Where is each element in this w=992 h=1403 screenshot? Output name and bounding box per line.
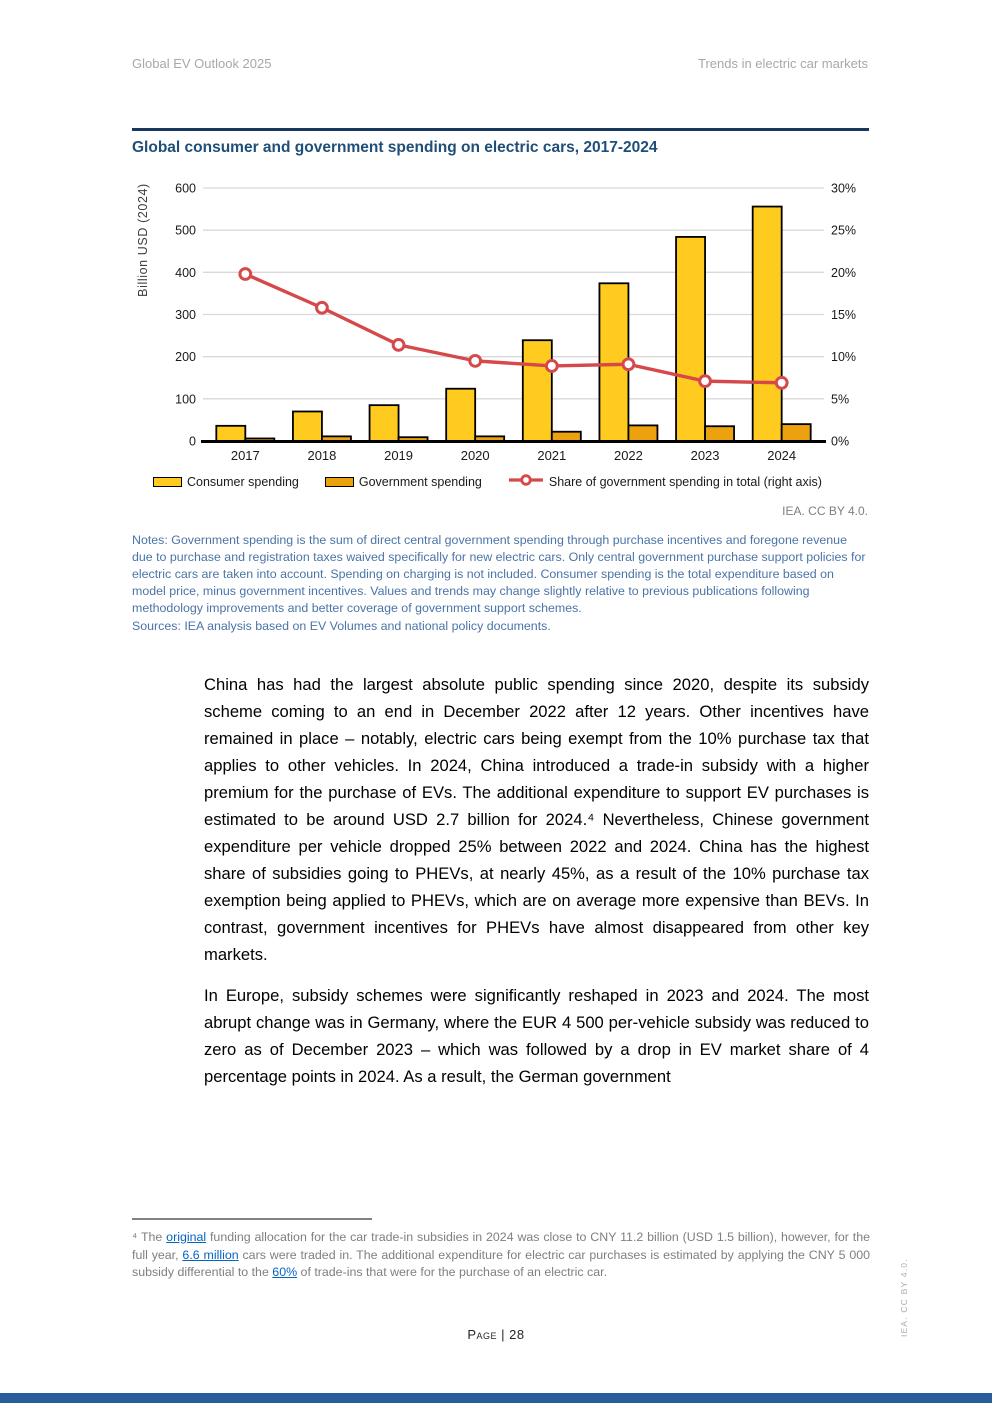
x-axis-tick: 2024 bbox=[767, 448, 796, 463]
right-axis-tick: 5% bbox=[831, 392, 849, 406]
government-bar bbox=[704, 425, 735, 442]
consumer-bar bbox=[215, 424, 247, 442]
legend-label: Consumer spending bbox=[187, 474, 299, 489]
x-axis-tick: 2020 bbox=[461, 448, 490, 463]
y-axis-title: Billion USD (2024) bbox=[136, 183, 150, 297]
footnote-segment: cars were traded in. The additional expe… bbox=[132, 1247, 870, 1280]
figure-notes-block: Notes: Government spending is the sum of… bbox=[132, 532, 870, 635]
right-axis-tick: 15% bbox=[831, 308, 856, 322]
chart-legend: Consumer spending Government spending Shar… bbox=[153, 474, 822, 489]
footnote-link[interactable]: original bbox=[166, 1230, 207, 1244]
right-axis-tick: 0% bbox=[831, 435, 849, 449]
footnote-segment: ⁴ The bbox=[132, 1230, 167, 1244]
share-line bbox=[244, 272, 782, 385]
share-marker bbox=[391, 337, 406, 352]
consumer-bar bbox=[675, 236, 706, 442]
x-axis-tick: 2021 bbox=[537, 448, 566, 463]
x-axis-tick: 2017 bbox=[231, 448, 260, 463]
right-axis-tick: 30% bbox=[831, 182, 856, 196]
figure-title: Global consumer and government spending … bbox=[132, 139, 658, 156]
share-marker bbox=[544, 359, 559, 373]
footnote-segment: funding allocation for the car trade-in … bbox=[132, 1230, 870, 1262]
notes-text: Notes: Government spending is the sum of… bbox=[132, 533, 866, 615]
right-axis-tick: 10% bbox=[831, 350, 856, 364]
share-marker bbox=[698, 374, 712, 389]
left-axis-tick: 200 bbox=[175, 350, 196, 364]
footnote-link[interactable]: 60% bbox=[272, 1265, 298, 1279]
government-bar bbox=[780, 423, 812, 442]
share-marker bbox=[621, 357, 636, 372]
x-axis-tick: 2022 bbox=[614, 448, 643, 463]
footnote-separator bbox=[132, 1218, 372, 1220]
paragraph-china: China has had the largest absolute publi… bbox=[204, 675, 869, 964]
legend-item: Consumer spending bbox=[153, 475, 299, 489]
legend-label: Share of government spending in total (r… bbox=[548, 474, 822, 489]
left-axis-tick: 600 bbox=[175, 182, 196, 196]
running-header-right: Trends in electric car markets bbox=[697, 56, 868, 71]
government-bar bbox=[627, 424, 659, 442]
x-axis-tick: 2018 bbox=[307, 448, 336, 463]
consumer-bar bbox=[292, 410, 323, 442]
x-axis-tick: 2023 bbox=[691, 448, 720, 463]
share-marker bbox=[774, 375, 789, 390]
legend-item: Government spending bbox=[324, 474, 482, 489]
legend-label: Government spending bbox=[358, 474, 482, 489]
x-axis-line bbox=[201, 440, 826, 443]
footnote-segment: of trade-ins that were for the purchase … bbox=[297, 1265, 608, 1279]
x-axis-tick: 2019 bbox=[384, 448, 413, 463]
footnote-text: ⁴ The original funding allocation for th… bbox=[132, 1229, 870, 1282]
consumer-bar bbox=[445, 387, 477, 442]
consumer-bar bbox=[521, 339, 553, 442]
sources-text: Sources: IEA analysis based on EV Volume… bbox=[132, 619, 551, 633]
share-marker bbox=[238, 267, 253, 281]
legend-item: Share of government spending in total (r… bbox=[508, 474, 822, 489]
consumer-bar bbox=[368, 404, 400, 442]
consumer-bar bbox=[751, 205, 783, 442]
footer-band bbox=[0, 1393, 992, 1403]
left-axis-tick: 400 bbox=[175, 266, 196, 280]
body-text: China has had the largest absolute publi… bbox=[204, 671, 869, 1090]
running-header-left: Global EV Outlook 2025 bbox=[132, 56, 272, 71]
government-bar bbox=[550, 430, 582, 442]
spending-chart: 0 100 200 300 400 500 600 0% 5% 10% 15% 20% 25% 30% 20… bbox=[132, 170, 868, 470]
left-axis-tick: 300 bbox=[175, 308, 196, 322]
legend-swatch bbox=[153, 476, 182, 487]
left-axis-tick: 0 bbox=[189, 435, 196, 449]
paragraph-europe: In Europe, subsidy schemes were signific… bbox=[204, 986, 869, 1086]
left-axis-tick: 500 bbox=[175, 224, 196, 238]
page-number: Page | 28 bbox=[467, 1327, 525, 1342]
left-axis-tick: 100 bbox=[175, 392, 196, 406]
figure-credit: IEA. CC BY 4.0. bbox=[782, 504, 868, 518]
legend-line-marker bbox=[508, 474, 544, 489]
right-axis-tick: 20% bbox=[831, 266, 856, 280]
share-marker bbox=[468, 353, 483, 368]
footnote-link[interactable]: 6.6 million bbox=[182, 1247, 239, 1262]
legend-swatch bbox=[324, 476, 354, 487]
right-axis-tick: 25% bbox=[831, 224, 856, 238]
side-credit-vertical: IEA. CC BY 4.0. bbox=[899, 1258, 909, 1337]
title-rule bbox=[132, 128, 869, 131]
share-marker bbox=[315, 300, 329, 315]
